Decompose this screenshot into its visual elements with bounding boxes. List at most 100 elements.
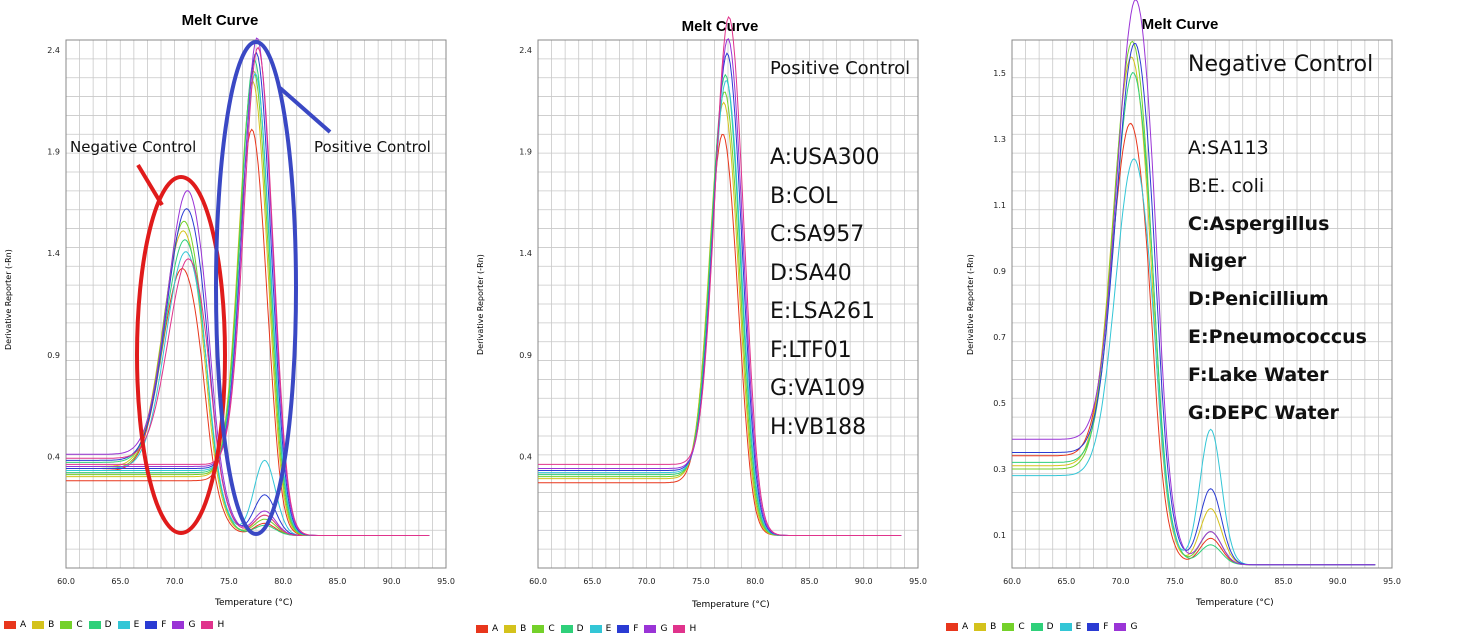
sample-label: A:USA300 [770, 145, 880, 170]
legend-item-B: B [32, 620, 54, 630]
x-tick-label: 70.0 [1112, 577, 1130, 586]
plot-frame [537, 39, 919, 569]
x-tick-label: 60.0 [529, 577, 547, 586]
y-tick-label: 1.1 [993, 201, 1006, 210]
chart-title: Melt Curve [181, 12, 259, 29]
sample-label: D:SA40 [770, 260, 852, 286]
legend-label: G [660, 624, 668, 634]
x-axis-label: Temperature (°C) [1196, 598, 1274, 608]
legend-swatch [1002, 623, 1015, 631]
legend-label: B [520, 624, 527, 634]
sample-label: F:LTF01 [770, 337, 852, 363]
legend-item-C: C [60, 620, 83, 630]
legend-label: C [1018, 622, 1025, 632]
legend-item-B: B [504, 624, 526, 634]
x-tick-label: 90.0 [383, 577, 401, 586]
legend-item-F: F [1087, 622, 1108, 632]
legend-label: F [1103, 622, 1109, 632]
legend-item-G: G [172, 620, 195, 630]
grid [1011, 39, 1393, 569]
sample-label: B:COL [770, 183, 838, 209]
y-tick-label: 0.3 [993, 465, 1006, 474]
y-tick-label: 0.9 [519, 351, 532, 360]
legend-item-A: A [476, 624, 498, 634]
y-tick-label: 1.5 [993, 69, 1006, 78]
legend-item-F: F [145, 620, 166, 630]
legend-swatch [673, 625, 686, 633]
legend-label: F [633, 624, 639, 634]
legend-item-E: E [589, 624, 612, 634]
legend-label: E [1075, 622, 1082, 632]
legend-label: D [576, 624, 584, 634]
legend-label: G [188, 620, 196, 630]
sample-label: G:VA109 [770, 376, 866, 401]
x-tick-label: 85.0 [801, 577, 819, 586]
x-tick-label: 80.0 [746, 577, 764, 586]
legend: A B C D E F G [946, 622, 1143, 632]
legend-item-F: F [617, 624, 638, 634]
y-tick-label: 1.4 [47, 249, 60, 258]
legend-swatch [946, 623, 958, 631]
positive-control-heading: Positive Control [770, 58, 911, 79]
legend-label: B [48, 620, 55, 630]
legend-item-D: D [1030, 622, 1054, 632]
x-tick-label: 90.0 [1329, 577, 1347, 586]
melt-curve-plot-2: 60.0 65.0 70.0 75.0 80.0 85.0 90.0 95.0 0.4 0.9 1.… [519, 16, 927, 586]
x-tick-label: 90.0 [855, 577, 873, 586]
y-tick-label: 2.4 [519, 46, 532, 55]
legend-item-A: A [4, 620, 26, 630]
legend-label: C [76, 620, 83, 630]
sample-label: Niger [1188, 250, 1247, 273]
x-tick-label: 95.0 [1383, 577, 1401, 586]
sample-label: A:SA113 [1188, 137, 1269, 159]
melt-curve-plot-1: 60.0 65.0 70.0 75.0 80.0 85.0 90.0 95.0 0.4 0.9 1.… [47, 37, 455, 586]
y-tick-label: 1.3 [993, 135, 1006, 144]
legend-label: H [217, 620, 225, 630]
legend-swatch [1030, 623, 1043, 631]
legend-label: H [689, 624, 697, 634]
x-tick-label: 95.0 [437, 577, 455, 586]
legend-swatch [560, 625, 573, 633]
x-tick-label: 65.0 [583, 577, 601, 586]
x-tick-label: 60.0 [1003, 577, 1021, 586]
x-tick-label: 75.0 [220, 577, 238, 586]
positive-control-annotation: Positive Control [314, 138, 431, 156]
melt-curve-panel-2: Melt Curve Derivative Reporter (-Rn) 60.… [470, 0, 960, 636]
legend-swatch [974, 623, 987, 631]
legend-label: D [104, 620, 112, 630]
y-tick-label: 1.4 [519, 249, 532, 258]
y-tick-label: 2.4 [47, 46, 60, 55]
legend-label: A [20, 620, 27, 630]
legend-swatch [1059, 623, 1072, 631]
y-tick-label: 0.9 [47, 351, 60, 360]
negative-control-heading: Negative Control [1188, 52, 1374, 77]
negative-control-arrow [136, 163, 164, 207]
melt-curve-panel-1: Melt Curve Derivative Reporter (-Rn) 60.… [0, 0, 470, 636]
legend-swatch [172, 621, 185, 629]
legend-item-G: G [1114, 622, 1137, 632]
legend-swatch [145, 621, 158, 629]
legend-swatch [1114, 623, 1127, 631]
grid [65, 39, 447, 569]
melt-curve-panel-3: Melt Curve Derivative Reporter (-Rn) 60.… [946, 0, 1465, 636]
x-tick-label: 75.0 [692, 577, 710, 586]
positive-control-ellipse [214, 40, 298, 536]
x-tick-label: 75.0 [1166, 577, 1184, 586]
positive-control-arrow [278, 86, 332, 134]
x-tick-label: 95.0 [909, 577, 927, 586]
legend-item-C: C [1002, 622, 1025, 632]
y-tick-label: 0.9 [993, 267, 1006, 276]
sample-label: C:SA957 [770, 222, 865, 247]
sample-label: H:VB188 [770, 414, 867, 440]
legend-item-H: H [201, 620, 224, 630]
series-H [66, 46, 430, 536]
legend-label: A [492, 624, 499, 634]
x-axis-label: Temperature (°C) [215, 598, 293, 608]
legend-swatch [644, 625, 657, 633]
sample-label: E:LSA261 [770, 299, 875, 324]
legend-swatch [60, 621, 73, 629]
legend-swatch [532, 625, 545, 633]
legend-swatch [617, 625, 630, 633]
legend-label: E [605, 624, 612, 634]
legend-item-E: E [1059, 622, 1082, 632]
